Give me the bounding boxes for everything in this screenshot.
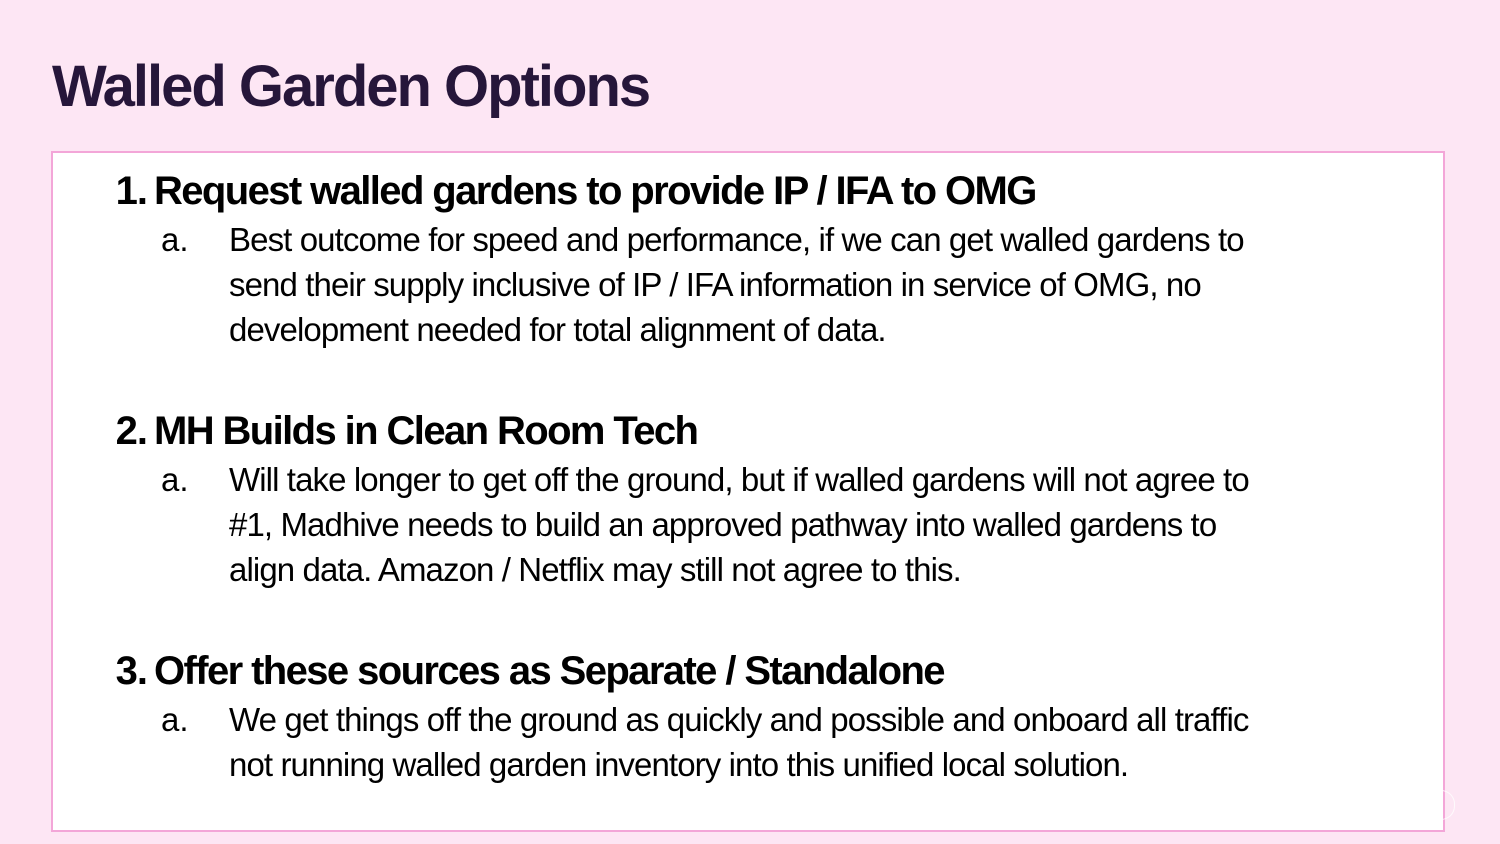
content-box: 1. Request walled gardens to provide IP … bbox=[51, 151, 1445, 832]
item-number: 3. bbox=[115, 649, 148, 693]
item-number: 2. bbox=[115, 409, 148, 453]
sub-item-line: Best outcome for speed and performance, … bbox=[229, 221, 1245, 258]
slide-title: Walled Garden Options bbox=[52, 54, 651, 119]
sub-item-text: We get things off the ground as quickly … bbox=[229, 697, 1437, 787]
item-heading: Offer these sources as Separate / Standa… bbox=[154, 649, 946, 693]
sub-item-letter: a. bbox=[161, 221, 189, 258]
item-heading: Request walled gardens to provide IP / I… bbox=[154, 169, 1037, 213]
sub-item-line: development needed for total alignment o… bbox=[229, 311, 887, 348]
sub-item-letter: a. bbox=[161, 701, 189, 738]
corner-decoration bbox=[1436, 790, 1455, 820]
item-heading: MH Builds in Clean Room Tech bbox=[154, 409, 699, 453]
sub-item-line: not running walled garden inventory into… bbox=[229, 746, 1129, 783]
sub-item-text: Will take longer to get off the ground, … bbox=[229, 457, 1437, 592]
sub-item-line: Will take longer to get off the ground, … bbox=[229, 461, 1250, 498]
sub-item-line: We get things off the ground as quickly … bbox=[229, 701, 1249, 738]
item-number: 1. bbox=[115, 169, 148, 213]
sub-item-line: #1, Madhive needs to build an approved p… bbox=[229, 506, 1217, 543]
sub-item-text: Best outcome for speed and performance, … bbox=[229, 217, 1437, 352]
sub-item-line: send their supply inclusive of IP / IFA … bbox=[229, 266, 1202, 303]
sub-item-line: align data. Amazon / Netflix may still n… bbox=[229, 551, 962, 588]
sub-item-letter: a. bbox=[161, 461, 189, 498]
